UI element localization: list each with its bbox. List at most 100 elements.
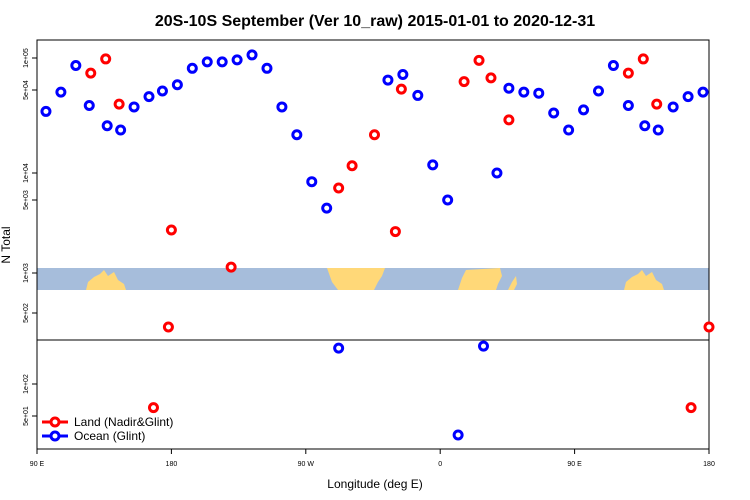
- ocean-point: [291, 129, 303, 141]
- y-tick-label: 1e+03: [23, 263, 30, 283]
- y-tick-label: 1e+02: [23, 374, 30, 394]
- ocean-point: [143, 91, 155, 103]
- land-point: [473, 54, 485, 66]
- land-point: [637, 53, 649, 65]
- y-tick-label: 1e+04: [23, 163, 30, 183]
- land-shape-south-america: [327, 268, 385, 290]
- ocean-point: [682, 91, 694, 103]
- ocean-point: [333, 342, 345, 354]
- ocean-point: [55, 86, 67, 98]
- ocean-point: [186, 62, 198, 74]
- ocean-point: [412, 89, 424, 101]
- ocean-point: [607, 60, 619, 72]
- legend: Land (Nadir&Glint) Ocean (Glint): [42, 415, 173, 443]
- land-point: [346, 160, 358, 172]
- ocean-point: [321, 202, 333, 214]
- y-tick-label: 5e+04: [23, 80, 30, 100]
- ocean-point: [548, 107, 560, 119]
- y-tick-label: 1e+05: [23, 48, 30, 68]
- x-axis-label: Longitude (deg E): [327, 477, 422, 491]
- land-point: [333, 182, 345, 194]
- ocean-point: [563, 124, 575, 136]
- legend-land-marker: [49, 416, 61, 428]
- ocean-point: [306, 176, 318, 188]
- land-point: [458, 76, 470, 88]
- ocean-point: [491, 167, 503, 179]
- land-shape-madagascar: [508, 276, 517, 290]
- x-tick-label: 180: [703, 461, 715, 468]
- x-tick-label: 180: [166, 461, 178, 468]
- legend-ocean-label: Ocean (Glint): [74, 429, 145, 443]
- ocean-point: [397, 68, 409, 80]
- chart-title: 20S-10S September (Ver 10_raw) 2015-01-0…: [155, 13, 595, 30]
- ocean-point: [518, 86, 530, 98]
- land-point: [503, 114, 515, 126]
- ocean-point: [216, 56, 228, 68]
- ocean-point: [592, 85, 604, 97]
- y-tick-label: 5e+01: [23, 406, 30, 426]
- land-shape-africa: [458, 268, 502, 290]
- land-point: [389, 226, 401, 238]
- land-point: [368, 129, 380, 141]
- plot-frame: [36, 39, 710, 450]
- ocean-point: [115, 124, 127, 136]
- ocean-point: [261, 62, 273, 74]
- y-tick-label: 5e+02: [23, 303, 30, 323]
- ocean-point: [427, 159, 439, 171]
- y-axis-label: N Total: [0, 226, 13, 263]
- y-tick-label: 5e+03: [23, 190, 30, 210]
- land-point: [395, 83, 407, 95]
- ocean-point: [156, 85, 168, 97]
- ocean-point: [639, 120, 651, 132]
- ocean-point: [382, 74, 394, 86]
- series-land: [85, 53, 715, 414]
- x-axis-ticks: 90 E 180 90 W 0 90 E 180: [30, 449, 715, 468]
- ocean-point: [231, 54, 243, 66]
- ocean-point: [578, 104, 590, 116]
- series-ocean: [40, 49, 709, 441]
- ocean-point: [83, 100, 95, 112]
- x-tick-label: 90 W: [298, 461, 315, 468]
- legend-ocean-marker: [49, 430, 61, 442]
- land-point: [225, 261, 237, 273]
- land-shape-australia: [86, 270, 126, 290]
- legend-land-label: Land (Nadir&Glint): [74, 415, 173, 429]
- land-shape-australia-repeat: [624, 270, 664, 290]
- ocean-point: [70, 60, 82, 72]
- ocean-point: [622, 100, 634, 112]
- data-points: [40, 49, 715, 441]
- ocean-point: [478, 340, 490, 352]
- land-point: [685, 402, 697, 414]
- x-tick-label: 90 E: [30, 461, 45, 468]
- x-tick-label: 90 E: [567, 461, 582, 468]
- ocean-point: [201, 56, 213, 68]
- ocean-point: [503, 82, 515, 94]
- land-point: [622, 67, 634, 79]
- ocean-point: [533, 87, 545, 99]
- y-axis-ticks: 1e+03 5e+03 1e+04 5e+04 1e+05 5e+01 1e+02 5e+02: [23, 48, 37, 426]
- land-point: [147, 402, 159, 414]
- ocean-point: [697, 86, 709, 98]
- ocean-point: [442, 194, 454, 206]
- ocean-point: [40, 105, 52, 117]
- ocean-point: [246, 49, 258, 61]
- ocean-point: [101, 120, 113, 132]
- map-band: [37, 268, 709, 290]
- land-point: [651, 98, 663, 110]
- ocean-point: [667, 101, 679, 113]
- land-point: [85, 67, 97, 79]
- ocean-point: [128, 101, 140, 113]
- x-tick-label: 0: [438, 461, 442, 468]
- land-point: [100, 53, 112, 65]
- land-point: [162, 321, 174, 333]
- land-point: [703, 321, 715, 333]
- ocean-point: [652, 124, 664, 136]
- land-point: [165, 224, 177, 236]
- ocean-point: [452, 429, 464, 441]
- land-point: [113, 98, 125, 110]
- land-point: [485, 72, 497, 84]
- ocean-point: [276, 101, 288, 113]
- ocean-point: [171, 79, 183, 91]
